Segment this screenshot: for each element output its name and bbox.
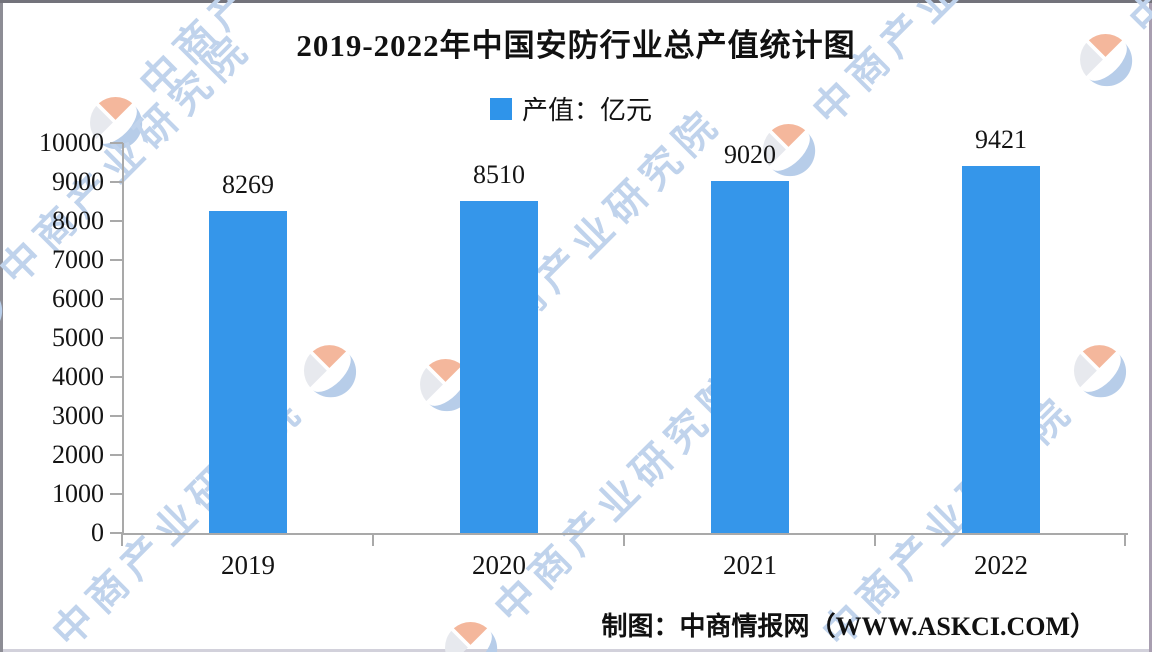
y-axis-label: 0 — [91, 518, 104, 547]
legend: 产值：亿元 — [490, 90, 652, 127]
bar-2021 — [711, 181, 789, 533]
y-tick — [110, 220, 123, 222]
y-tick — [110, 142, 123, 144]
y-axis-label: 8000 — [52, 206, 104, 235]
bar-2020 — [460, 201, 538, 533]
x-axis-line — [122, 533, 1128, 535]
y-axis-label: 3000 — [52, 401, 104, 430]
bar-value-label: 8269 — [222, 169, 274, 199]
y-axis-label: 1000 — [52, 479, 104, 508]
y-tick — [110, 532, 123, 534]
y-tick — [110, 337, 123, 339]
y-tick — [110, 376, 123, 378]
y-axis-line — [122, 143, 124, 534]
legend-label: 产值：亿元 — [522, 96, 653, 125]
y-tick — [110, 298, 123, 300]
bar-2019 — [209, 210, 287, 533]
y-tick — [110, 454, 123, 456]
y-tick — [110, 259, 123, 261]
y-axis-label: 4000 — [52, 362, 104, 391]
x-tick — [1124, 534, 1126, 546]
y-axis-label: 10000 — [39, 128, 104, 157]
x-axis-label: 2022 — [974, 550, 1028, 580]
y-axis-label: 5000 — [52, 323, 104, 352]
x-axis-label: 2020 — [472, 550, 526, 580]
x-tick — [874, 534, 876, 546]
y-axis-label: 7000 — [52, 245, 104, 274]
x-tick — [372, 534, 374, 546]
bar-value-label: 8510 — [473, 160, 525, 190]
x-tick — [121, 534, 123, 546]
y-axis-label: 9000 — [52, 167, 104, 196]
y-axis-label: 6000 — [52, 284, 104, 313]
bar-value-label: 9020 — [724, 140, 776, 170]
bar-2022 — [962, 165, 1040, 533]
y-axis-label: 2000 — [52, 440, 104, 469]
credit-line: 制图：中商情报网（WWW.ASKCI.COM） — [601, 612, 1096, 641]
x-axis-label: 2021 — [723, 550, 777, 580]
chart-title: 2019-2022年中国安防行业总产值统计图 — [296, 28, 856, 63]
bar-value-label: 9421 — [975, 124, 1027, 154]
x-axis-label: 2019 — [221, 550, 275, 580]
y-tick — [110, 415, 123, 417]
legend-color-swatch — [490, 97, 512, 120]
y-tick — [110, 181, 123, 183]
y-tick — [110, 493, 123, 495]
x-tick — [623, 534, 625, 546]
